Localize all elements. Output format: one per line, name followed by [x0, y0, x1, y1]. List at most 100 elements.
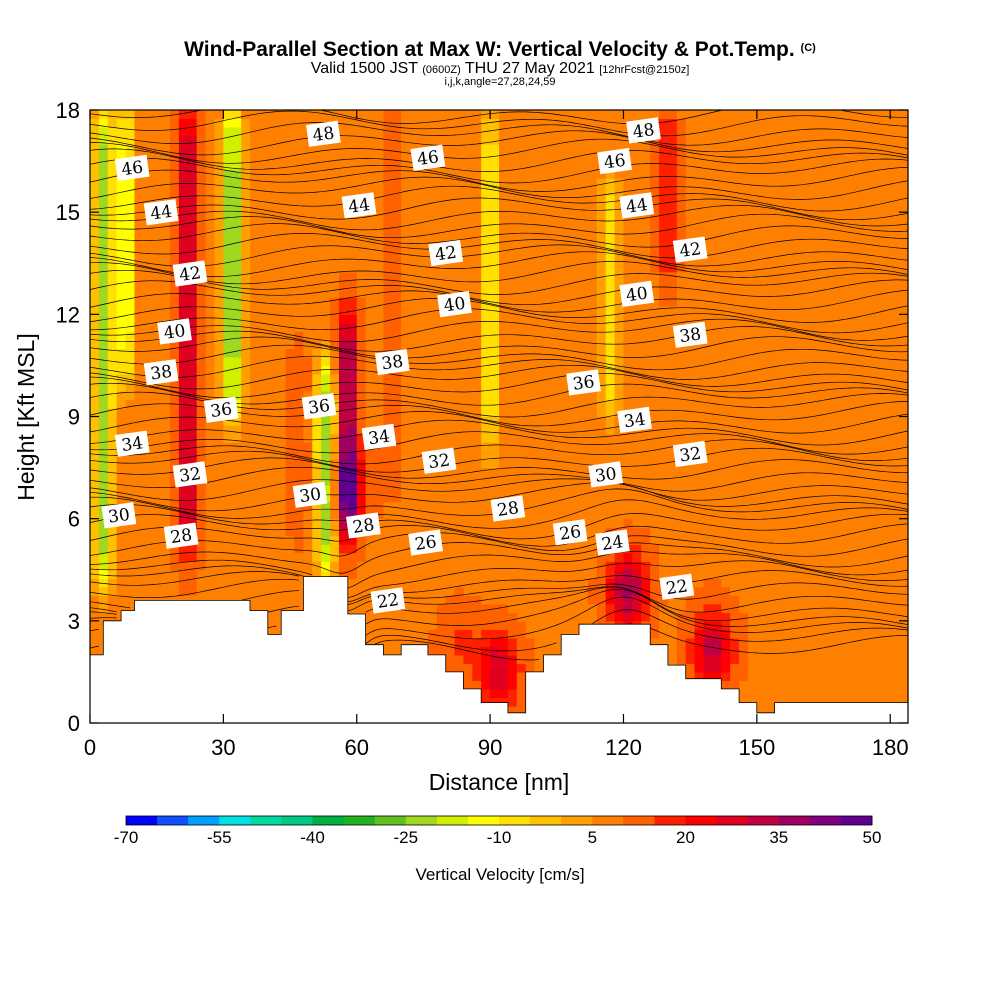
- w-field-cell: [267, 459, 278, 469]
- w-field-cell: [330, 263, 340, 273]
- w-field-cell: [463, 501, 473, 511]
- w-field-cell: [507, 331, 518, 341]
- w-field-cell: [436, 110, 447, 120]
- w-field-cell: [356, 476, 367, 486]
- w-field-cell: [161, 178, 171, 188]
- w-field-cell: [187, 161, 198, 171]
- w-field-cell: [161, 382, 171, 392]
- w-field-cell: [534, 407, 545, 418]
- w-field-cell: [570, 161, 580, 171]
- w-field-cell: [454, 467, 465, 477]
- w-field-cell: [445, 390, 456, 401]
- w-field-cell: [579, 263, 589, 273]
- w-field-cell: [579, 127, 589, 137]
- w-field-cell: [454, 339, 465, 349]
- w-field-cell: [294, 433, 304, 443]
- w-field-cell: [98, 127, 109, 137]
- w-field-cell: [694, 271, 705, 281]
- w-field-cell: [356, 305, 367, 315]
- w-field-cell: [285, 152, 296, 162]
- w-field-cell: [596, 246, 607, 256]
- w-field-cell: [241, 135, 251, 145]
- w-field-cell: [472, 254, 482, 264]
- w-field-cell: [258, 518, 269, 528]
- w-field-cell: [401, 442, 411, 452]
- w-field-cell: [516, 254, 527, 264]
- w-field-cell: [125, 467, 136, 477]
- w-field-cell: [116, 331, 127, 341]
- w-field-cell: [694, 144, 705, 154]
- w-field-cell: [285, 433, 296, 443]
- w-field-cell: [178, 510, 189, 520]
- w-field-cell: [241, 220, 251, 230]
- w-field-cell: [134, 186, 144, 196]
- w-field-cell: [107, 561, 118, 571]
- w-field-cell: [116, 322, 127, 332]
- w-field-cell: [534, 467, 545, 477]
- w-field-cell: [694, 229, 705, 239]
- w-field-cell: [321, 382, 331, 392]
- w-field-cell: [134, 544, 144, 554]
- w-field-cell: [561, 467, 571, 477]
- w-field-cell: [276, 373, 287, 384]
- w-field-cell: [623, 263, 633, 273]
- w-field-cell: [187, 399, 198, 409]
- w-field-cell: [410, 561, 420, 571]
- w-field-cell: [374, 203, 385, 213]
- w-field-cell: [356, 118, 367, 128]
- w-field-cell: [347, 407, 358, 418]
- w-field-cell: [454, 425, 465, 435]
- w-field-cell: [250, 356, 260, 367]
- w-field-cell: [659, 280, 669, 290]
- w-field-cell: [490, 144, 500, 154]
- w-field-cell: [410, 433, 420, 443]
- w-field-cell: [427, 288, 438, 298]
- w-field-cell: [685, 646, 696, 656]
- w-field-cell: [312, 110, 322, 120]
- w-field-cell: [472, 680, 482, 690]
- w-field-cell: [285, 161, 296, 171]
- w-field-cell: [374, 552, 385, 562]
- w-field-cell: [232, 339, 242, 349]
- w-field-cell: [418, 390, 429, 401]
- w-field-cell: [356, 297, 367, 307]
- w-field-cell: [152, 254, 162, 264]
- w-field-cell: [294, 510, 304, 520]
- w-field-cell: [383, 331, 393, 341]
- w-field-cell: [667, 527, 678, 537]
- w-field-cell: [90, 416, 100, 426]
- w-field-cell: [98, 118, 109, 128]
- w-field-cell: [312, 535, 322, 545]
- w-field-cell: [436, 203, 447, 213]
- w-field-cell: [587, 237, 598, 247]
- w-field-cell: [134, 484, 144, 494]
- w-field-cell: [632, 450, 642, 460]
- w-field-cell: [561, 314, 571, 324]
- w-field-cell: [143, 229, 153, 239]
- w-field-cell: [632, 212, 642, 222]
- w-field-cell: [90, 314, 100, 324]
- w-field-cell: [187, 212, 198, 222]
- w-field-cell: [641, 493, 651, 503]
- w-field-cell: [116, 603, 127, 613]
- w-field-cell: [507, 629, 518, 639]
- w-field-cell: [676, 493, 687, 503]
- w-field-cell: [98, 356, 109, 367]
- w-field-cell: [499, 569, 509, 579]
- w-field-cell: [321, 203, 331, 213]
- w-field-cell: [614, 501, 625, 511]
- w-field-cell: [534, 322, 545, 332]
- w-field-cell: [107, 382, 118, 392]
- w-field-cell: [481, 544, 491, 554]
- w-field-cell: [383, 212, 393, 222]
- w-field-cell: [694, 612, 705, 622]
- w-field-cell: [223, 476, 233, 486]
- w-field-cell: [178, 459, 189, 469]
- w-field-cell: [659, 135, 669, 145]
- w-field-cell: [685, 612, 696, 622]
- w-field-cell: [321, 510, 331, 520]
- w-field-cell: [392, 620, 402, 630]
- w-field-cell: [552, 595, 562, 605]
- w-field-cell: [90, 195, 100, 205]
- w-field-cell: [418, 382, 429, 392]
